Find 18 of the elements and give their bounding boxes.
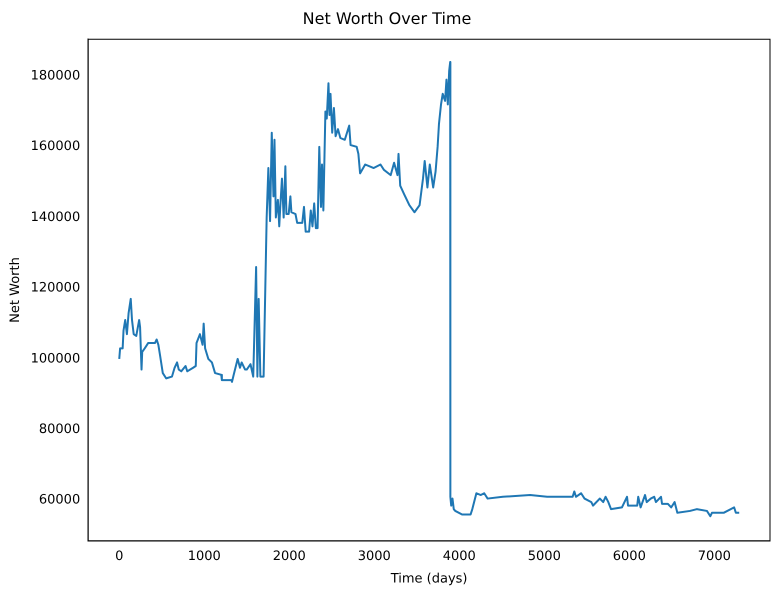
y-tick-label: 160000 [30,139,80,154]
y-tick-label: 60000 [38,492,80,508]
chart-title: Net Worth Over Time [302,8,472,28]
x-tick-label: 6000 [612,548,646,564]
x-axis-title: Time (days) [390,572,468,587]
x-tick-label: 1000 [188,548,221,564]
x-tick-label: 5000 [528,548,561,564]
x-tick-label: 4000 [442,548,476,564]
y-tick-label: 140000 [30,210,80,225]
y-tick-label: 80000 [38,422,80,438]
y-tick-label: 120000 [30,280,80,296]
y-tick-label: 100000 [30,351,80,366]
x-tick-label: 3000 [358,548,391,564]
x-tick-label: 0 [115,548,124,564]
x-tick-label: 7000 [698,548,731,564]
y-tick-label: 180000 [30,68,80,84]
y-axis-title: Net Worth [8,257,24,323]
x-tick-label: 2000 [272,548,306,564]
